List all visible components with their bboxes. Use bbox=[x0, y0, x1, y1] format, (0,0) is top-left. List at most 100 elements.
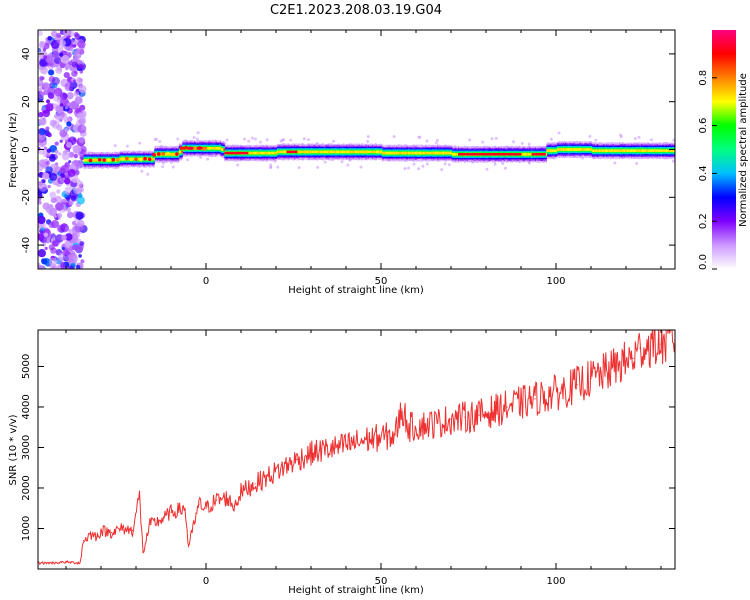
noise-speckle bbox=[59, 139, 63, 143]
ridge-peak-cell bbox=[239, 151, 241, 155]
ridge-cell bbox=[346, 150, 349, 154]
ridge-cell bbox=[393, 151, 395, 155]
ridge-cell bbox=[156, 152, 158, 156]
faint-speckle bbox=[225, 138, 229, 142]
ridge-cell bbox=[626, 149, 629, 152]
ridge-cell bbox=[87, 158, 89, 162]
ridge-cell bbox=[635, 149, 637, 153]
ridge-cell bbox=[586, 148, 588, 151]
ridge-cell bbox=[420, 151, 422, 155]
ridge-peak-cell bbox=[291, 150, 294, 154]
ridge-cell bbox=[354, 150, 357, 154]
noise-speckle bbox=[38, 233, 42, 241]
ridge-cell bbox=[353, 150, 355, 154]
ridge-cell bbox=[272, 151, 274, 155]
ridge-peak-cell bbox=[241, 151, 244, 155]
ridge-hot-dot bbox=[147, 157, 152, 162]
ridge-cell bbox=[373, 150, 375, 154]
ridge-cell bbox=[324, 150, 326, 153]
faint-speckle bbox=[425, 162, 429, 166]
ridge-cell bbox=[262, 151, 265, 155]
ridge-cell bbox=[335, 150, 337, 154]
faint-speckle bbox=[671, 159, 675, 163]
ridge-peak-cell bbox=[247, 151, 249, 155]
ridge-cell bbox=[325, 150, 327, 154]
ridge-cell bbox=[395, 151, 398, 155]
faint-speckle bbox=[520, 141, 524, 145]
ridge-peak-cell bbox=[541, 153, 543, 156]
faint-speckle bbox=[346, 163, 350, 167]
ridge-cell bbox=[661, 149, 663, 152]
faint-speckle bbox=[588, 134, 592, 138]
ridge-peak-cell bbox=[479, 153, 481, 156]
ridge-cell bbox=[347, 150, 350, 154]
noise-speckle bbox=[74, 48, 81, 55]
ridge-cell bbox=[445, 151, 448, 155]
ridge-cell bbox=[523, 152, 525, 156]
ridge-cell bbox=[626, 149, 628, 152]
ridge-cell bbox=[321, 150, 323, 154]
ridge-peak-cell bbox=[540, 153, 542, 156]
noise-speckle bbox=[78, 85, 87, 94]
faint-speckle bbox=[332, 139, 336, 143]
noise-speckle bbox=[76, 196, 85, 205]
ridge-cell bbox=[265, 151, 267, 155]
noise-speckle bbox=[68, 160, 72, 164]
ridge-cell bbox=[285, 150, 287, 154]
noise-speckle bbox=[38, 249, 47, 258]
ridge-peak-cell bbox=[288, 150, 290, 154]
ridge-hot-dot bbox=[156, 152, 161, 156]
faint-speckle bbox=[316, 165, 320, 169]
ridge-cell bbox=[404, 151, 406, 155]
ridge-cell bbox=[211, 147, 213, 150]
ridge-cell bbox=[429, 151, 431, 155]
noise-speckle bbox=[42, 47, 47, 52]
ridge-cell bbox=[282, 150, 284, 154]
noise-speckle bbox=[57, 177, 65, 185]
ridge-cell bbox=[431, 151, 434, 155]
faint-speckle bbox=[250, 136, 254, 140]
ridge-cell bbox=[378, 150, 380, 154]
noise-speckle bbox=[51, 120, 60, 129]
ridge-cell bbox=[284, 150, 287, 154]
ridge-peak-cell bbox=[492, 153, 494, 156]
noise-speckle bbox=[42, 109, 51, 118]
ridge-cell bbox=[640, 149, 643, 153]
noise-speckle bbox=[68, 60, 73, 66]
ridge-peak-cell bbox=[508, 153, 511, 156]
ridge-cell bbox=[649, 149, 651, 153]
noise-speckle bbox=[59, 262, 66, 268]
ridge-cell bbox=[634, 149, 637, 153]
noise-speckle bbox=[61, 246, 66, 251]
ridge-hot-dot bbox=[170, 152, 175, 157]
noise-speckle bbox=[63, 113, 68, 118]
ridge-cell bbox=[673, 149, 675, 152]
ridge-cell bbox=[638, 149, 640, 153]
noise-speckle bbox=[73, 186, 81, 195]
ridge-peak-cell bbox=[535, 153, 538, 156]
ridge-cell bbox=[451, 153, 454, 156]
noise-speckle bbox=[48, 69, 55, 76]
ridge-peak-cell bbox=[227, 151, 230, 155]
ridge-cell bbox=[562, 148, 564, 151]
ridge-cell bbox=[561, 148, 563, 151]
noise-speckle bbox=[54, 195, 62, 203]
noise-speckle bbox=[71, 61, 78, 68]
ridge-cell bbox=[115, 158, 117, 162]
ridge-cell bbox=[589, 148, 591, 151]
ridge-cell bbox=[320, 150, 322, 154]
ridge-peak-cell bbox=[465, 153, 468, 156]
ridge-peak-cell bbox=[286, 150, 288, 154]
noise-speckle bbox=[56, 32, 62, 38]
ridge-cell bbox=[301, 150, 303, 154]
ridge-cell bbox=[549, 149, 551, 152]
ridge-cell bbox=[587, 148, 589, 151]
faint-speckle bbox=[289, 138, 293, 142]
ridge-cell bbox=[570, 148, 573, 151]
ridge-cell bbox=[348, 150, 350, 154]
ridge-cell bbox=[413, 151, 415, 155]
ridge-cell bbox=[555, 149, 557, 152]
ridge-cell bbox=[574, 148, 576, 151]
ridge-hot-dot bbox=[97, 158, 102, 162]
